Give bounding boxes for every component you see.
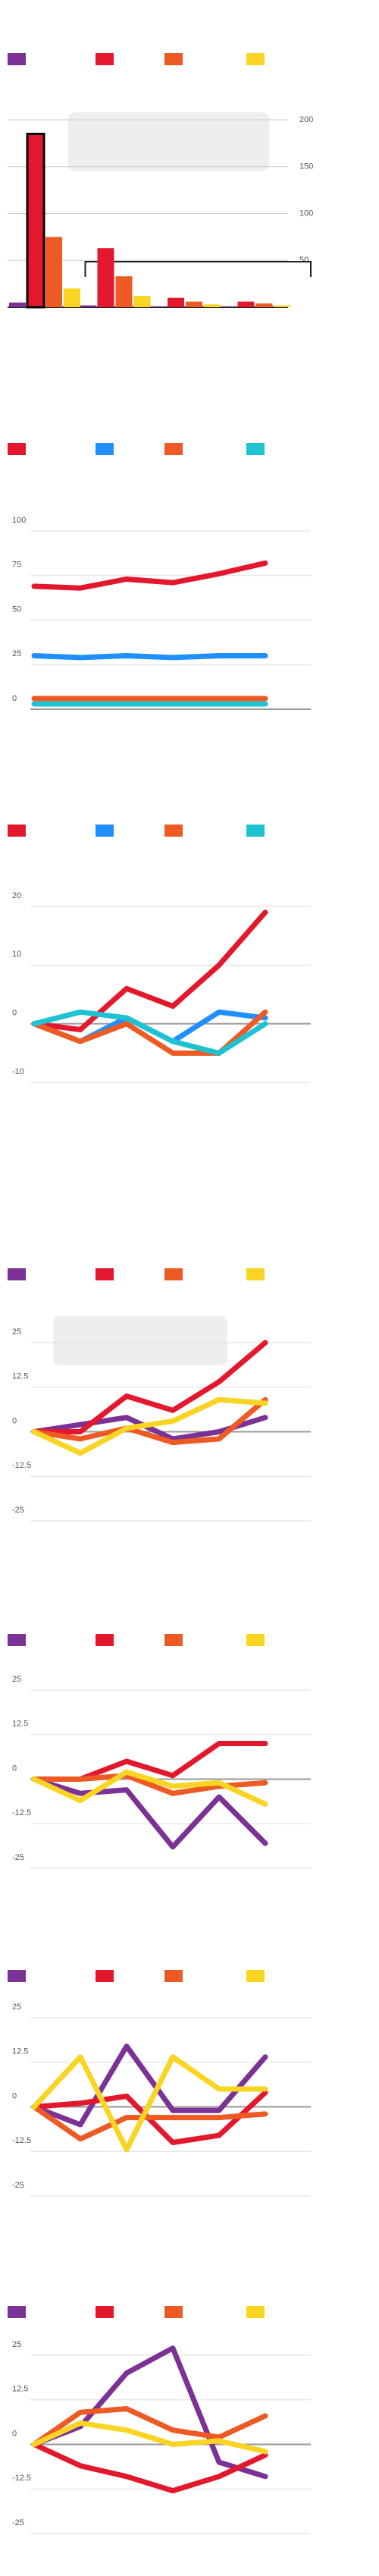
legend-swatch <box>96 825 114 837</box>
y-tick-label: -12.5 <box>12 2136 31 2145</box>
line-series <box>31 1396 268 1456</box>
y-tick-label: 0 <box>12 1009 17 1018</box>
line-series <box>31 653 268 661</box>
legend-swatch <box>8 2306 26 2318</box>
legend-swatch <box>164 53 183 65</box>
legend-swatch <box>246 1268 265 1280</box>
bar <box>255 303 273 307</box>
legend-swatch <box>246 443 265 455</box>
y-tick-label: 50 <box>299 256 309 265</box>
y-tick-label: -12.5 <box>12 1808 31 1817</box>
y-tick-label: 75 <box>12 561 21 570</box>
line-series <box>31 909 268 1032</box>
line-series <box>31 2420 268 2455</box>
legend-swatch <box>246 2306 265 2318</box>
line-series <box>31 2442 268 2494</box>
bar <box>133 296 151 307</box>
legend-swatch <box>164 825 183 837</box>
legend-swatch <box>8 1634 26 1646</box>
legend-swatch <box>96 53 114 65</box>
legend-swatch <box>164 1268 183 1280</box>
line-series <box>31 1741 268 1782</box>
line-series <box>31 2104 268 2142</box>
y-tick-label: 200 <box>299 115 313 124</box>
y-tick-label: 10 <box>12 950 21 959</box>
legend-swatch <box>96 1268 114 1280</box>
y-tick-label: 150 <box>299 162 313 171</box>
annotation-bracket <box>84 261 312 277</box>
y-tick-label: 0 <box>12 1764 17 1773</box>
legend-swatch <box>96 443 114 455</box>
y-tick-label: 12.5 <box>12 2047 28 2056</box>
bar <box>186 301 202 307</box>
annotation-box <box>53 1316 227 1365</box>
y-tick-label: 100 <box>12 516 26 525</box>
y-tick-label: 0 <box>12 2091 17 2100</box>
legend-swatch <box>246 1634 265 1646</box>
bar <box>274 305 291 307</box>
bar <box>219 306 236 307</box>
line-series <box>31 1769 268 1807</box>
annotation-box <box>68 112 269 171</box>
legend-swatch <box>8 1970 26 1982</box>
y-tick-label: -25 <box>12 2518 24 2527</box>
bar <box>115 276 133 307</box>
y-tick-label: 0 <box>12 2429 17 2438</box>
y-tick-label: -25 <box>12 2181 24 2190</box>
legend-swatch <box>246 53 265 65</box>
legend-swatch <box>8 1268 26 1280</box>
bar <box>168 297 184 307</box>
y-tick-label: -25 <box>12 1853 24 1862</box>
line-series <box>31 2345 268 2480</box>
legend-swatch <box>8 53 26 65</box>
y-tick-label: -25 <box>12 1506 24 1515</box>
bar <box>45 237 62 307</box>
y-tick-label: 12.5 <box>12 1372 28 1381</box>
legend-swatch <box>246 1970 265 1982</box>
legend-swatch <box>164 1970 183 1982</box>
line-series <box>31 2406 268 2447</box>
y-tick-label: 25 <box>12 1327 21 1337</box>
y-tick-label: 100 <box>299 209 313 218</box>
legend-swatch <box>96 1970 114 1982</box>
line-series <box>31 560 268 591</box>
bar <box>26 133 45 309</box>
y-tick-label: 12.5 <box>12 2385 28 2394</box>
bar <box>79 305 96 307</box>
y-tick-label: 25 <box>12 1675 21 1684</box>
y-tick-label: -12.5 <box>12 2474 31 2483</box>
legend-swatch <box>8 443 26 455</box>
bar <box>9 302 26 307</box>
legend-swatch <box>246 825 265 837</box>
y-tick-label: 25 <box>12 2340 21 2349</box>
line-series <box>31 1009 268 1056</box>
y-tick-label: 12.5 <box>12 1720 28 1729</box>
y-tick-label: 20 <box>12 891 21 900</box>
y-tick-label: 0 <box>12 694 17 703</box>
bar <box>97 248 114 307</box>
bar <box>204 304 221 307</box>
bar <box>149 306 166 307</box>
legend-swatch <box>164 2306 183 2318</box>
y-tick-label: 25 <box>12 2003 21 2012</box>
bar <box>237 301 255 307</box>
line-series <box>31 1776 268 1850</box>
line-series <box>31 2044 268 2128</box>
line-series <box>31 2054 268 2153</box>
line-series <box>31 1396 268 1446</box>
legend-swatch <box>164 1634 183 1646</box>
y-tick-label: -10 <box>12 1067 24 1076</box>
legend-swatch <box>96 1634 114 1646</box>
legend-swatch <box>164 443 183 455</box>
legend-swatch <box>96 2306 114 2318</box>
bar <box>64 288 80 307</box>
line-series <box>31 1340 268 1434</box>
y-tick-label: 25 <box>12 649 21 658</box>
y-tick-label: 50 <box>12 605 21 614</box>
y-tick-label: -12.5 <box>12 1461 31 1470</box>
legend-swatch <box>8 825 26 837</box>
y-tick-label: 0 <box>12 1416 17 1425</box>
